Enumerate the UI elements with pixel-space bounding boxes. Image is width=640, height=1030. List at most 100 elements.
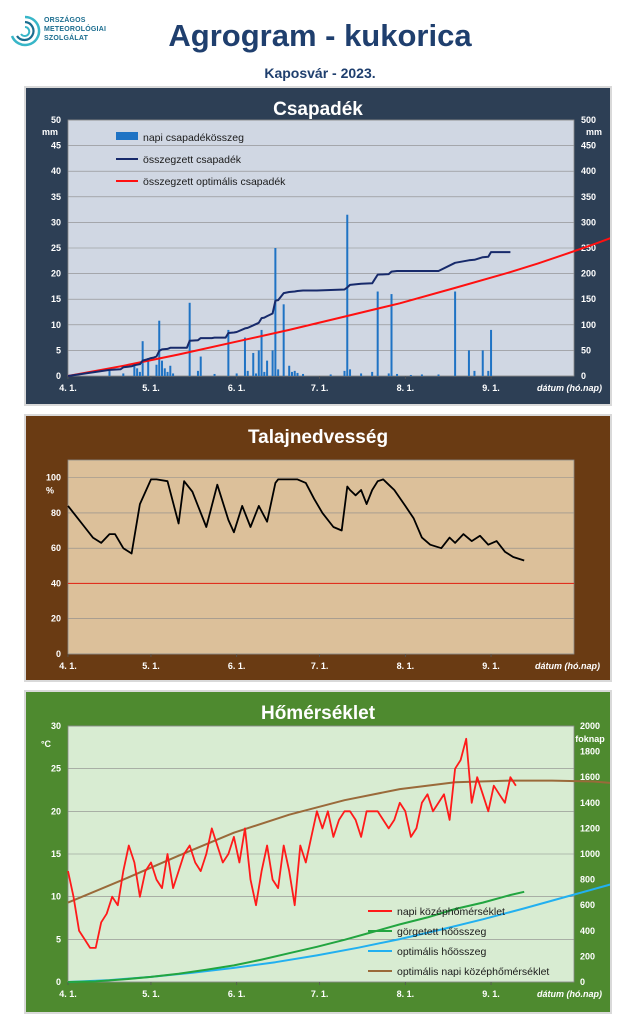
precip-bar: [409, 374, 412, 376]
precip-bar: [199, 356, 202, 376]
precip-bar: [387, 373, 390, 376]
precip-bar: [196, 370, 199, 376]
y2-tick-label: 1000: [580, 849, 600, 859]
y2-tick-label: 150: [581, 294, 596, 304]
x-tick-label: 4. 1.: [59, 383, 77, 393]
y-axis-unit: °C: [41, 739, 52, 749]
precip-bar: [161, 360, 164, 376]
precip-bar: [349, 369, 352, 376]
precip-bar: [376, 291, 379, 376]
precip-bar: [371, 371, 374, 376]
precip-bar: [271, 350, 274, 376]
precip-bar: [260, 329, 263, 376]
daily-mean-temp-line: [67, 737, 517, 949]
y-tick-label: 20: [51, 806, 61, 816]
y-tick-label: 50: [51, 115, 61, 125]
page-title: Agrogram - kukorica: [168, 18, 472, 53]
precip-bar: [296, 372, 299, 376]
precip-bar: [122, 373, 125, 376]
precip-bar: [487, 370, 490, 376]
precip-bar: [243, 337, 246, 376]
y-tick-label: 20: [51, 269, 61, 279]
y-tick-label: 45: [51, 141, 61, 151]
y-tick-label: 15: [51, 294, 61, 304]
legend-label: napi középhőmérséklet: [397, 906, 505, 918]
precip-bar: [277, 369, 280, 376]
precip-bar: [343, 370, 346, 376]
y2-tick-label: 100: [581, 320, 596, 330]
y2-axis-unit: foknap: [575, 734, 605, 744]
panel-title: Talajnedvesség: [248, 427, 388, 448]
y2-tick-label: 250: [581, 243, 596, 253]
soil-moisture-panel: Talajnedvesség 0 20 40 60 80 100 4. 1. 5. 1. 6. 1…: [24, 414, 612, 682]
y-axis-unit: mm: [42, 127, 58, 137]
x-tick-label: 8. 1.: [397, 383, 415, 393]
precip-bar: [473, 370, 476, 376]
precip-bar: [490, 329, 493, 376]
precip-bar: [169, 365, 172, 376]
y2-tick-label: 500: [581, 115, 596, 125]
legend-label: optimális napi középhőmérséklet: [397, 966, 549, 978]
precip-bar: [288, 365, 291, 376]
y2-tick-label: 1800: [580, 747, 600, 757]
y2-tick-label: 350: [581, 192, 596, 202]
y2-tick-label: 800: [580, 875, 595, 885]
precip-bar: [166, 371, 169, 376]
x-tick-label: 7. 1.: [311, 383, 329, 393]
x-axis-label: dátum (hó.nap): [537, 989, 602, 999]
x-tick-label: 9. 1.: [482, 989, 500, 999]
x-tick-label: 6. 1.: [228, 989, 246, 999]
x-tick-label: 9. 1.: [482, 383, 500, 393]
x-tick-label: 4. 1.: [59, 661, 77, 671]
precip-bar: [454, 291, 457, 376]
y-tick-label: 40: [51, 166, 61, 176]
precip-bar: [302, 373, 305, 376]
optimal-daily-mean-temp-line: [67, 779, 610, 904]
precipitation-chart: Csapadék 0 5 10 15 20 25 30 35 40 45 50 4. 1. 5. 1. 6.…: [42, 99, 610, 393]
y2-tick-label: 300: [581, 217, 596, 227]
legend-label: napi csapadékösszeg: [143, 132, 244, 144]
y2-tick-label: 1600: [580, 772, 600, 782]
x-tick-label: 5. 1.: [142, 661, 160, 671]
logo-text: ORSZÁGOS METEOROLÓGIAI SZOLGÁLAT: [44, 16, 106, 43]
precip-bar: [329, 374, 332, 376]
precip-bar: [390, 294, 393, 376]
y-tick-label: 10: [51, 892, 61, 902]
y-tick-label: 0: [56, 649, 61, 659]
precip-bar: [290, 371, 293, 376]
legend-label: összegzett csapadék: [143, 154, 242, 166]
logo-swirl-icon: [10, 15, 41, 47]
y-tick-label: 60: [51, 543, 61, 553]
y-tick-label: 25: [51, 243, 61, 253]
precip-bar: [172, 373, 175, 376]
precip-bar: [155, 364, 158, 376]
legend-label: görgetett hőösszeg: [397, 926, 486, 938]
precip-bar: [346, 214, 349, 376]
x-axis-label: dátum (hó.nap): [535, 661, 600, 671]
y-tick-label: 30: [51, 721, 61, 731]
cumulative-precip-line: [67, 251, 511, 377]
panel-title: Csapadék: [273, 99, 363, 120]
optimal-heat-sum-line: [67, 883, 610, 983]
precip-bar: [257, 350, 260, 376]
y2-tick-label: 0: [581, 371, 586, 381]
precip-bar: [255, 373, 258, 376]
logo-line-3: SZOLGÁLAT: [44, 35, 89, 42]
precip-bar: [136, 368, 139, 376]
legend-swatch: [116, 132, 138, 140]
x-tick-label: 6. 1.: [228, 661, 246, 671]
omsz-logo: ORSZÁGOS METEOROLÓGIAI SZOLGÁLAT: [8, 14, 118, 54]
precip-bar: [467, 350, 470, 376]
y2-tick-label: 50: [581, 345, 591, 355]
precip-bar: [147, 358, 150, 376]
y-tick-label: 35: [51, 192, 61, 202]
temperature-chart: Hőmérséklet 0 5 10 15 20 25 30 4. 1. 5. 1. 6. 1. 7.…: [41, 703, 610, 999]
x-tick-label: 7. 1.: [311, 989, 329, 999]
precip-bar: [141, 341, 144, 376]
precip-bar: [252, 352, 255, 376]
y-tick-label: 5: [56, 345, 61, 355]
precip-bar: [138, 371, 141, 376]
y-tick-label: 100: [46, 473, 61, 483]
x-tick-label: 8. 1.: [397, 661, 415, 671]
y-tick-label: 0: [56, 371, 61, 381]
